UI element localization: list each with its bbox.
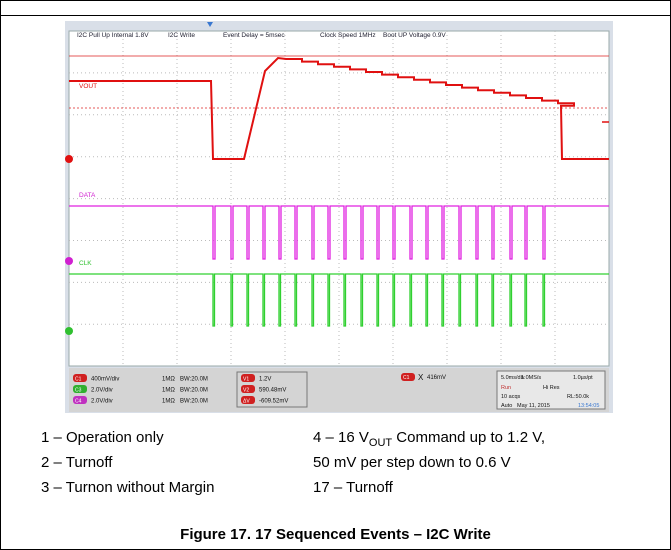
text: Command up to 1.2 V,: [392, 429, 545, 446]
page: I2C Pull Up Internal 1.8V I2C Write Event …: [0, 0, 671, 550]
timebase-pt: 1.0µs/pt: [573, 375, 593, 381]
channel-marker: [65, 257, 73, 265]
scope-screenshot: I2C Pull Up Internal 1.8V I2C Write Event …: [65, 21, 613, 413]
legend-item: 3 – Turnon without Margin: [41, 479, 214, 496]
scope-label: Clock Speed 1MHz: [320, 32, 376, 39]
channel-id: C1: [75, 377, 82, 383]
channel-id: C3: [75, 388, 82, 394]
scope-label: Boot UP Voltage 0.9V: [383, 32, 446, 39]
figure-title: Figure 17. 17 Sequenced Events – I2C Wri…: [1, 526, 670, 543]
scope-label: Event Delay = 5msec: [223, 32, 285, 39]
scope-label: I2C Write: [168, 32, 195, 39]
cursor-id: V1: [243, 377, 249, 383]
channel-coupling: 1MΩ: [162, 399, 175, 405]
trace-label: DATA: [79, 192, 96, 199]
timebase-date: May 11, 2015: [517, 403, 550, 409]
timebase-trig-mode: Auto: [501, 403, 512, 409]
channel-scale: 2.0V/div: [91, 388, 113, 394]
subscript: OUT: [369, 437, 392, 449]
timebase-state: Run: [501, 385, 511, 391]
legend-item: 1 – Operation only: [41, 429, 164, 446]
channel-id: C4: [75, 399, 82, 405]
timebase-acqs: 10 acqs: [501, 394, 521, 400]
timebase-rate: 1.0MS/s: [521, 375, 541, 381]
header-bar: [1, 1, 670, 16]
cursor-id: ΔV: [243, 399, 250, 405]
scope-label: I2C Pull Up Internal 1.8V: [77, 32, 149, 39]
channel-coupling: 1MΩ: [162, 377, 175, 383]
cursor-value: 590.48mV: [259, 388, 286, 394]
legend-item: 2 – Turnoff: [41, 454, 112, 471]
cursor-value: 1.2V: [259, 377, 271, 383]
channel-coupling: 1MΩ: [162, 388, 175, 394]
channel-bw: BW:20.0M: [180, 399, 208, 405]
channel-scale: 400mV/div: [91, 377, 119, 383]
legend-item: 50 mV per step down to 0.6 V: [313, 454, 511, 471]
text: 4 – 16 V: [313, 429, 369, 446]
channel-bw: BW:20.0M: [180, 388, 208, 394]
timebase-mode: Hi Res: [543, 385, 560, 391]
channel-bw: BW:20.0M: [180, 377, 208, 383]
timebase-time: 13:54:05: [578, 403, 599, 409]
channel-scale: 2.0V/div: [91, 399, 113, 405]
timebase-rl: RL:50.0k: [567, 394, 589, 400]
channel-marker: [65, 327, 73, 335]
cursor-value: -609.52mV: [259, 399, 288, 405]
legend-item: 17 – Turnoff: [313, 479, 393, 496]
legend-item: 4 – 16 VOUT Command up to 1.2 V,: [313, 429, 545, 449]
trace-label: VOUT: [79, 83, 97, 90]
cursor-id: V2: [243, 388, 249, 394]
trigger-channel: C1: [403, 375, 410, 381]
channel-marker: [65, 155, 73, 163]
trigger-symbol: X: [418, 373, 424, 382]
trigger-level: 416mV: [427, 375, 446, 381]
trace-label: CLK: [79, 260, 92, 267]
